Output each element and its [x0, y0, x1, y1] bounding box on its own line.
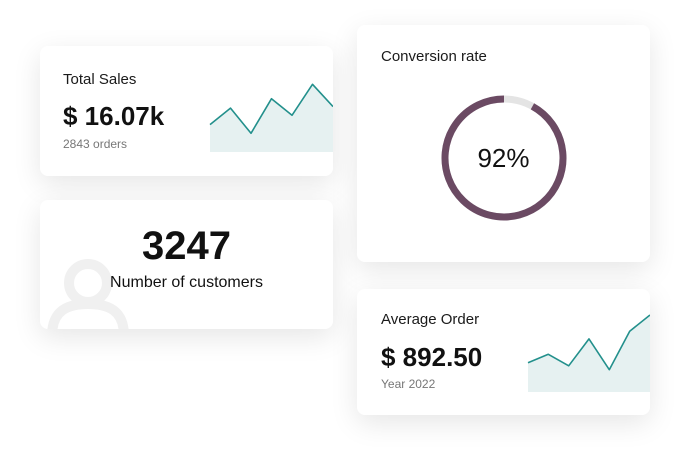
card-value: $ 892.50: [381, 342, 483, 372]
customers-card: 3247 Number of customers: [40, 200, 333, 329]
customer-label: Number of customers: [110, 274, 263, 291]
sparkline-area: [210, 84, 333, 152]
card-subtitle: Year 2022: [381, 377, 436, 391]
card-title: Total Sales: [63, 71, 137, 88]
donut-arc: [441, 95, 567, 221]
card-subtitle: 2843 orders: [63, 137, 128, 151]
total-sales-card: Total Sales $ 16.07k 2843 orders: [40, 46, 333, 176]
donut-chart: [441, 95, 567, 221]
customer-icon: [47, 259, 129, 329]
card-title: Conversion rate: [381, 48, 487, 65]
card-value: $ 16.07k: [63, 101, 165, 131]
donut-label: 92%: [477, 143, 530, 173]
conversion-card: Conversion rate 92%: [357, 25, 650, 262]
sparkline-area: [528, 315, 650, 392]
card-title: Average Order: [381, 311, 480, 328]
sparkline-line: [527, 314, 650, 371]
customer-count: 3247: [142, 224, 231, 268]
sparkline: [209, 83, 333, 152]
sparkline-line: [209, 83, 333, 135]
average-order-card: Average Order $ 892.50 Year 2022: [357, 289, 650, 415]
sparkline: [527, 314, 650, 392]
